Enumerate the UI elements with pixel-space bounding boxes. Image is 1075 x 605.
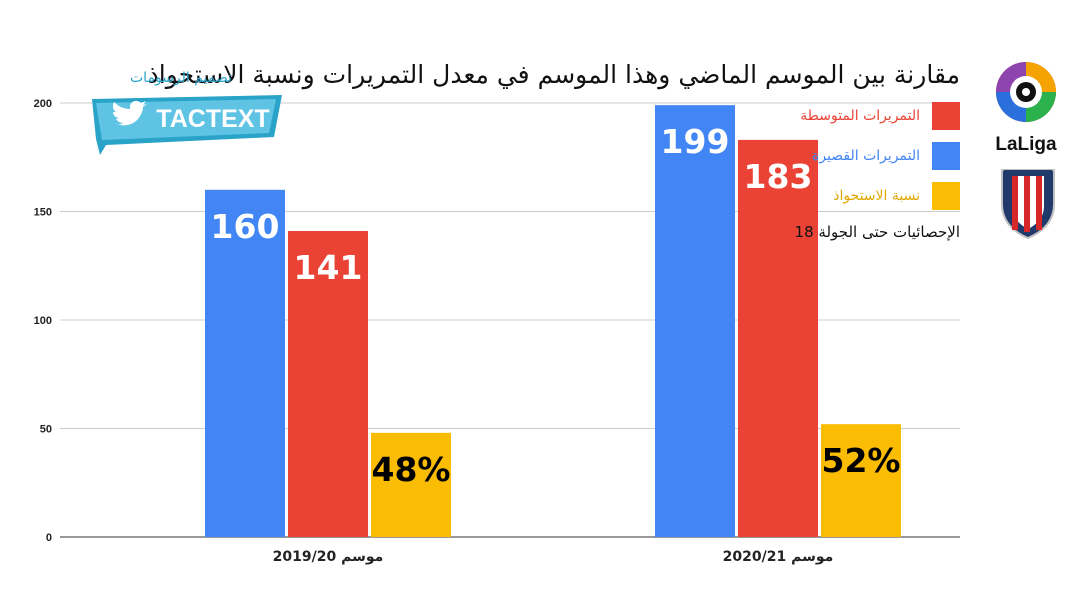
brand-text: TACTEXT bbox=[156, 105, 269, 133]
x-tick-label: موسم 2020/21 bbox=[723, 549, 834, 565]
data-label: 141 bbox=[294, 248, 363, 287]
legend-item: نسبة الاستحواذ bbox=[800, 182, 960, 210]
legend-swatch bbox=[932, 102, 960, 130]
data-label: 183 bbox=[744, 157, 813, 196]
atletico-crest-icon bbox=[1001, 169, 1055, 240]
chart-title: مقارنة بين الموسم الماضي وهذا الموسم في … bbox=[147, 60, 960, 89]
stats-note: الإحصائيات حتى الجولة 18 bbox=[794, 223, 960, 241]
bar bbox=[738, 139, 818, 537]
legend-swatch bbox=[932, 142, 960, 170]
bar bbox=[205, 189, 285, 538]
data-label: 48% bbox=[372, 450, 451, 489]
legend-label: التمريرات المتوسطة bbox=[800, 108, 920, 124]
bar bbox=[821, 424, 901, 537]
bar bbox=[655, 105, 735, 538]
y-tick-label: 50 bbox=[40, 424, 52, 436]
x-tick-label: موسم 2019/20 bbox=[273, 549, 384, 565]
legend-swatch bbox=[932, 182, 960, 210]
bar bbox=[371, 432, 451, 537]
data-label: 52% bbox=[822, 441, 901, 480]
legend-item: التمريرات المتوسطة bbox=[800, 102, 960, 130]
y-tick-label: 100 bbox=[34, 315, 52, 327]
legend-item: التمريرات القصيرة bbox=[800, 142, 960, 170]
y-tick-label: 200 bbox=[34, 98, 52, 110]
laliga-wordmark: LaLiga bbox=[995, 134, 1057, 155]
laliga-logo: LaLiga bbox=[995, 62, 1057, 155]
y-tick-label: 150 bbox=[34, 207, 52, 219]
legend-label: التمريرات القصيرة bbox=[811, 148, 920, 164]
tactext-badge: TACTEXT bbox=[92, 95, 282, 155]
y-tick-label: 0 bbox=[46, 532, 52, 544]
data-label: 160 bbox=[211, 207, 280, 246]
designer-credit: تصميم الرسومات bbox=[130, 70, 232, 86]
twitter-icon bbox=[112, 100, 147, 126]
data-label: 199 bbox=[661, 122, 730, 161]
bar bbox=[288, 231, 368, 537]
legend-label: نسبة الاستحواذ bbox=[833, 188, 920, 204]
legend: التمريرات المتوسطة التمريرات القصيرة نسب… bbox=[800, 102, 960, 222]
